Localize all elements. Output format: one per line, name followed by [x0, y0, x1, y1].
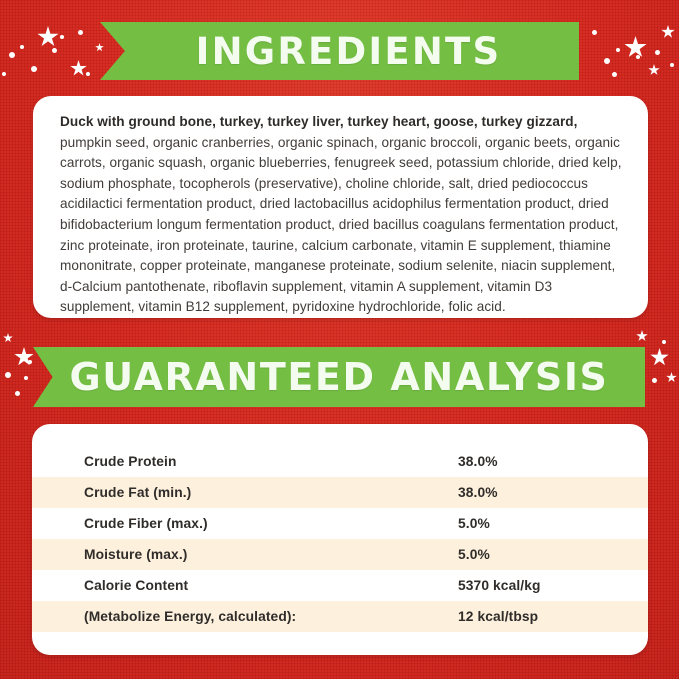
ingredients-primary-list: Duck with ground bone, turkey, turkey li…	[60, 114, 578, 129]
star-icon	[650, 348, 669, 366]
table-row: Moisture (max.) 5.0%	[32, 539, 648, 570]
nutrient-value: 38.0%	[458, 454, 498, 469]
star-icon	[666, 372, 677, 383]
sparkle-dot-icon	[662, 340, 666, 344]
nutrient-label: Moisture (max.)	[84, 547, 188, 562]
nutrient-label: Calorie Content	[84, 578, 189, 593]
sparkle-dot-icon	[60, 35, 64, 39]
star-icon	[624, 36, 647, 57]
star-icon	[70, 60, 87, 76]
star-icon	[648, 64, 660, 75]
nutrient-label: Crude Fat (min.)	[84, 485, 192, 500]
star-icon	[661, 25, 675, 38]
nutrient-label: (Metabolize Energy, calculated):	[84, 609, 297, 624]
table-row: Calorie Content 5370 kcal/kg	[32, 570, 648, 601]
table-row: Crude Fiber (max.) 5.0%	[32, 508, 648, 539]
sparkle-dot-icon	[592, 30, 597, 35]
sparkle-dot-icon	[5, 372, 11, 378]
sparkle-dot-icon	[24, 376, 28, 380]
table-row: Crude Fat (min.) 38.0%	[32, 477, 648, 508]
nutrient-value: 5.0%	[458, 547, 490, 562]
star-icon	[95, 43, 104, 52]
star-icon	[636, 330, 648, 341]
table-row: Crude Protein 38.0%	[32, 446, 648, 477]
ingredients-text-block: Duck with ground bone, turkey, turkey li…	[60, 112, 628, 318]
nutrient-value: 5.0%	[458, 516, 490, 531]
sparkle-dot-icon	[616, 48, 620, 52]
nutrient-value: 38.0%	[458, 485, 498, 500]
sparkle-dot-icon	[612, 72, 617, 77]
sparkle-dot-icon	[2, 72, 6, 76]
nutrient-value: 12 kcal/tbsp	[458, 609, 539, 624]
star-icon	[14, 347, 34, 366]
sparkle-dot-icon	[636, 55, 640, 59]
sparkle-dot-icon	[20, 45, 24, 49]
sparkle-dot-icon	[604, 58, 610, 64]
guaranteed-analysis-panel: Crude Protein 38.0% Crude Fat (min.) 38.…	[32, 424, 648, 655]
sparkle-dot-icon	[31, 66, 37, 72]
star-icon	[3, 333, 13, 343]
sparkle-dot-icon	[15, 391, 20, 396]
nutrient-label: Crude Protein	[84, 454, 177, 469]
sparkle-dot-icon	[9, 52, 15, 58]
sparkle-dot-icon	[652, 378, 657, 383]
ingredients-panel: Duck with ground bone, turkey, turkey li…	[33, 96, 648, 318]
sparkle-dot-icon	[52, 48, 57, 53]
table-row: (Metabolize Energy, calculated): 12 kcal…	[32, 601, 648, 632]
nutrient-label: Crude Fiber (max.)	[84, 516, 208, 531]
sparkle-dot-icon	[78, 30, 83, 35]
guaranteed-analysis-banner-title: GUARANTEED ANALYSIS	[69, 355, 609, 399]
guaranteed-analysis-banner: GUARANTEED ANALYSIS	[33, 347, 645, 407]
sparkle-dot-icon	[670, 63, 674, 67]
nutrient-value: 5370 kcal/kg	[458, 578, 541, 593]
sparkle-dot-icon	[655, 50, 660, 55]
ingredients-banner: INGREDIENTS	[100, 22, 579, 80]
sparkle-dot-icon	[86, 72, 90, 76]
ingredients-secondary-list: pumpkin seed, organic cranberries, organ…	[60, 134, 622, 315]
ingredients-banner-title: INGREDIENTS	[195, 29, 502, 73]
guaranteed-analysis-table: Crude Protein 38.0% Crude Fat (min.) 38.…	[32, 446, 648, 632]
star-icon	[37, 26, 59, 47]
sparkle-dot-icon	[28, 360, 32, 364]
